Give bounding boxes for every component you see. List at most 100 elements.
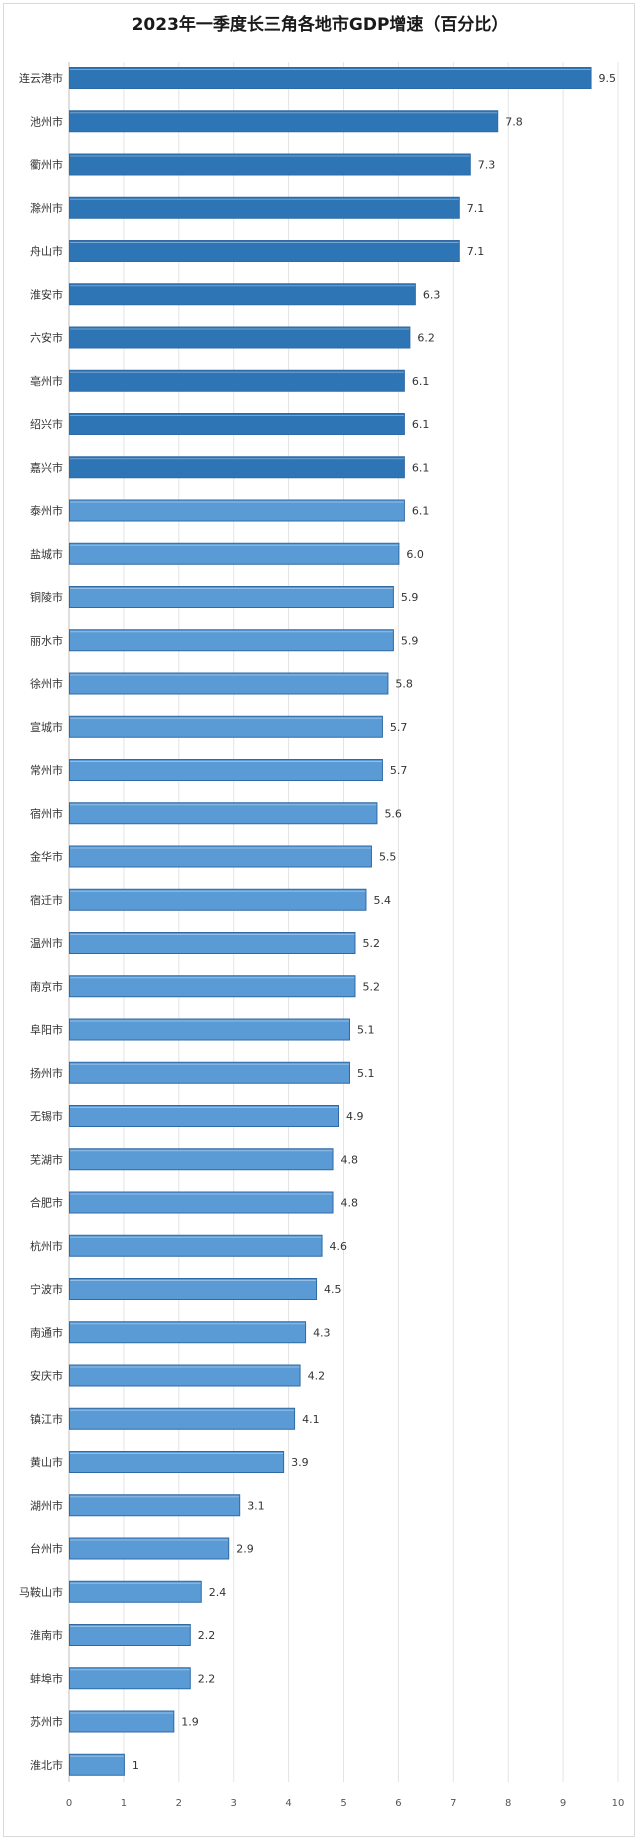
value-label: 5.7 <box>390 721 408 734</box>
category-label: 金华市 <box>30 850 63 864</box>
bar <box>69 1451 285 1473</box>
value-label: 5.5 <box>379 851 397 864</box>
bar <box>69 1061 350 1084</box>
category-label: 舟山市 <box>30 244 63 258</box>
bar <box>69 629 394 652</box>
value-label: 6.1 <box>412 418 430 431</box>
bar <box>69 542 400 565</box>
category-label: 亳州市 <box>30 374 63 388</box>
value-label: 2.2 <box>198 1629 216 1642</box>
value-label: 5.2 <box>362 980 380 993</box>
bar <box>69 586 394 608</box>
x-tick-label: 7 <box>450 1798 456 1809</box>
category-label: 温州市 <box>30 936 63 950</box>
value-label: 6.3 <box>423 288 441 301</box>
category-label: 南通市 <box>30 1325 63 1339</box>
bar <box>69 1148 334 1171</box>
bar <box>69 932 356 954</box>
bar <box>69 456 405 479</box>
bar <box>69 1234 323 1257</box>
bar <box>69 975 356 998</box>
bar <box>69 240 460 262</box>
value-label: 5.4 <box>373 894 391 907</box>
value-label: 7.1 <box>467 245 485 258</box>
category-label: 常州市 <box>30 763 63 777</box>
category-label: 嘉兴市 <box>30 460 63 474</box>
bar <box>69 1624 191 1646</box>
x-tick-label: 3 <box>231 1798 237 1809</box>
bar <box>69 802 378 825</box>
value-label: 6.1 <box>412 505 430 518</box>
category-label: 安庆市 <box>30 1369 63 1383</box>
category-label: 扬州市 <box>30 1066 63 1080</box>
value-label: 6.2 <box>417 332 435 345</box>
value-label: 4.8 <box>341 1197 359 1210</box>
value-label: 4.1 <box>302 1413 320 1426</box>
category-label: 黄山市 <box>30 1455 63 1469</box>
category-label: 无锡市 <box>30 1109 63 1123</box>
bar <box>69 1364 301 1387</box>
category-label: 宁波市 <box>30 1282 63 1296</box>
value-label: 2.9 <box>236 1543 254 1556</box>
x-tick-label: 2 <box>176 1798 182 1809</box>
value-label: 5.7 <box>390 764 408 777</box>
category-label: 镇江市 <box>30 1412 63 1426</box>
bar <box>69 1537 230 1560</box>
category-label: 蚌埠市 <box>30 1671 63 1685</box>
category-label: 丽水市 <box>30 633 63 647</box>
category-label: 连云港市 <box>19 71 63 85</box>
category-label: 衢州市 <box>30 158 63 172</box>
bar <box>69 672 389 695</box>
value-label: 5.9 <box>401 634 419 647</box>
value-label: 2.4 <box>209 1586 227 1599</box>
x-tick-label: 0 <box>66 1798 72 1809</box>
bars <box>69 67 592 1776</box>
x-tick-label: 1 <box>121 1798 127 1809</box>
bar <box>69 413 405 435</box>
value-label: 1 <box>132 1759 139 1772</box>
category-label: 淮安市 <box>30 287 63 301</box>
category-label: 宿州市 <box>30 806 63 820</box>
value-label: 5.6 <box>384 807 402 820</box>
value-label: 4.2 <box>308 1370 326 1383</box>
category-label: 阜阳市 <box>30 1023 63 1037</box>
bar <box>69 1105 340 1127</box>
category-label: 宣城市 <box>30 720 63 734</box>
x-tick-label: 8 <box>505 1798 511 1809</box>
bar <box>69 1710 175 1733</box>
bar <box>69 759 383 781</box>
category-label: 绍兴市 <box>30 417 63 431</box>
value-label: 7.3 <box>478 159 496 172</box>
category-label: 南京市 <box>30 979 63 993</box>
value-label: 9.5 <box>599 72 617 85</box>
bar <box>69 196 460 219</box>
value-label: 6.1 <box>412 375 430 388</box>
category-label: 盐城市 <box>30 547 63 561</box>
x-tick-label: 10 <box>612 1798 625 1809</box>
bar <box>69 1018 350 1041</box>
value-label: 2.2 <box>198 1672 216 1685</box>
category-label: 杭州市 <box>30 1239 63 1253</box>
value-label: 5.8 <box>395 678 413 691</box>
category-label: 淮北市 <box>30 1758 63 1772</box>
category-label: 池州市 <box>30 114 63 128</box>
bar <box>69 1191 334 1214</box>
category-label: 淮南市 <box>30 1628 63 1642</box>
x-tick-label: 5 <box>340 1798 346 1809</box>
category-label: 泰州市 <box>30 504 63 518</box>
category-label: 苏州市 <box>30 1715 63 1729</box>
category-label: 芜湖市 <box>30 1152 63 1166</box>
bar <box>69 110 499 133</box>
value-label: 7.8 <box>505 115 522 128</box>
x-tick-label: 9 <box>560 1798 566 1809</box>
x-tick-label: 6 <box>395 1798 401 1809</box>
value-label: 4.5 <box>324 1283 342 1296</box>
x-axis-ticks: 0 1 2 3 4 5 6 7 8 9 10 <box>66 1798 625 1809</box>
bar <box>69 67 592 89</box>
bar <box>69 1753 125 1776</box>
value-label: 7.1 <box>467 202 485 215</box>
category-label: 滁州市 <box>30 201 63 215</box>
value-label: 5.1 <box>357 1067 375 1080</box>
bar <box>69 283 416 306</box>
category-label: 铜陵市 <box>30 590 63 604</box>
